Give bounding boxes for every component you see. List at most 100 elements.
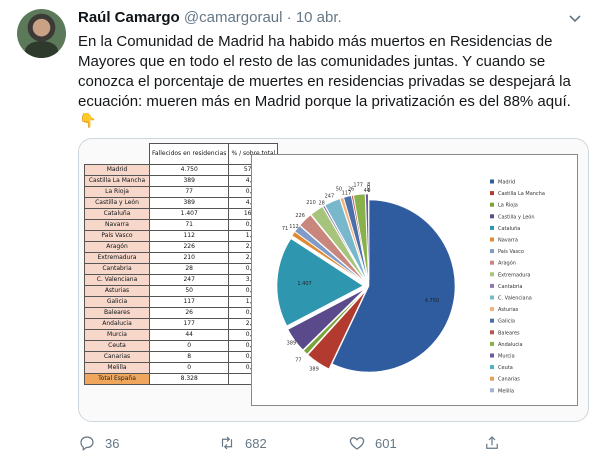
tweet-text-line: Mayores que en todo el resto de las comu… <box>78 53 546 70</box>
pie-data-label: 210 <box>306 200 316 206</box>
table-header-count: Fallecidos en residencias <box>148 143 230 165</box>
region-cell: Andalucia <box>84 318 150 330</box>
tweet-image[interactable]: Fallecidos en residencias % / sobre tota… <box>78 138 589 422</box>
table-total-row: Total España 8.328 <box>84 373 279 385</box>
legend-swatch <box>490 353 494 358</box>
count-cell: 117 <box>148 296 230 308</box>
tweet-text-line: conozca el porcentaje de muertes en resi… <box>78 73 571 90</box>
count-cell: 4.750 <box>148 164 230 176</box>
table-row: Asturias500,6% <box>84 285 279 297</box>
pie-data-label: 26 <box>348 187 354 193</box>
retweet-count: 682 <box>245 435 267 451</box>
pie-data-label: 71 <box>282 226 288 232</box>
region-cell: Melilla <box>84 362 150 374</box>
pie-slice <box>287 289 365 351</box>
legend-label: Madrid <box>498 180 515 186</box>
table-row: Andalucia1772,1% <box>84 318 279 330</box>
table-row: Galicia1171,4% <box>84 296 279 308</box>
count-cell: 389 <box>148 175 230 187</box>
legend-label: Andalucia <box>498 342 523 348</box>
pie-slice <box>339 197 368 281</box>
region-cell: Aragón <box>84 241 150 253</box>
legend-label: C. Valenciana <box>498 296 532 302</box>
table-row: Navarra710,9% <box>84 219 279 231</box>
legend-swatch <box>490 376 494 381</box>
region-cell: La Rioja <box>84 186 150 198</box>
tweet-text-line: En la Comunidad de Madrid ha habido más … <box>78 33 553 50</box>
pie-slice <box>331 199 456 373</box>
author-avatar[interactable] <box>17 9 66 58</box>
pie-data-label: 8 <box>367 182 370 188</box>
retweet-button[interactable]: 682 <box>218 434 267 452</box>
header-separator: · <box>286 9 292 26</box>
author-name[interactable]: Raúl Camargo <box>78 9 180 26</box>
count-cell: 112 <box>148 230 230 242</box>
table-row: Castilla y León3894,7% <box>84 197 279 209</box>
share-button[interactable] <box>483 434 501 452</box>
pie-data-label: 77 <box>295 358 301 364</box>
legend-label: Melilla <box>498 388 514 394</box>
legend-swatch <box>490 341 494 346</box>
pie-slice <box>322 205 367 281</box>
tweet-date[interactable]: 10 abr. <box>295 9 342 26</box>
legend-swatch <box>490 330 494 335</box>
share-icon <box>486 436 498 449</box>
legend-swatch <box>490 307 494 312</box>
count-cell: 44 <box>148 329 230 341</box>
legend-swatch <box>490 191 494 196</box>
legend-swatch <box>490 225 494 230</box>
legend-swatch <box>490 272 494 277</box>
reply-button[interactable]: 36 <box>78 434 119 452</box>
pie-slice <box>294 225 365 283</box>
count-cell: 77 <box>148 186 230 198</box>
pie-chart: 4.750 389 77 389 1.407 71 112 226 210 28 247 50 117 2… <box>251 154 578 406</box>
region-cell: Castilla La Mancha <box>84 175 150 187</box>
count-cell: 389 <box>148 197 230 209</box>
count-cell: 1.407 <box>148 208 230 220</box>
legend-swatch <box>490 260 494 265</box>
pie-data-label: 0 <box>367 188 370 194</box>
pie-chart-svg: 4.750 389 77 389 1.407 71 112 226 210 28247501172… <box>276 179 545 394</box>
like-button[interactable]: 601 <box>348 434 397 452</box>
pie-slice <box>307 290 366 370</box>
legend-label: Castilla La Mancha <box>498 191 545 197</box>
legend-label: Baleares <box>498 330 520 336</box>
legend-label: Aragón <box>498 260 516 267</box>
legend-label: Galicia <box>498 319 515 325</box>
table-row: Cantabria280,3% <box>84 263 279 275</box>
pie-slice <box>353 193 369 281</box>
pie-slice <box>310 206 366 282</box>
pie-data-label: 389 <box>287 341 297 347</box>
chevron-down-icon[interactable] <box>567 10 583 26</box>
table-row: Extremadura2102,5% <box>84 252 279 264</box>
legend-swatch <box>490 388 494 393</box>
pie-data-label: 112 <box>289 224 299 230</box>
region-cell: Murcia <box>84 329 150 341</box>
pie-slice <box>276 238 364 327</box>
count-cell: 0 <box>148 340 230 352</box>
legend-label: Cataluña <box>498 226 520 232</box>
legend-swatch <box>490 283 494 288</box>
count-cell: 226 <box>148 241 230 253</box>
table-row: Castilla La Mancha3894,7% <box>84 175 279 187</box>
reply-count: 36 <box>105 435 120 451</box>
table-row: Aragón2262,7% <box>84 241 279 253</box>
table-row: Murcia440,5% <box>84 329 279 341</box>
region-cell: Canarias <box>84 351 150 363</box>
region-cell: Cantabria <box>84 263 150 275</box>
retweet-icon <box>221 436 233 450</box>
legend-label: Navarra <box>498 238 518 244</box>
reply-icon <box>80 436 94 451</box>
pie-slice <box>351 195 369 281</box>
table-row: C. Valenciana2473,0% <box>84 274 279 286</box>
legend-swatch <box>490 365 494 370</box>
legend-label: La Rioja <box>498 203 518 209</box>
legend-label: Cantabria <box>498 284 522 290</box>
pie-slice <box>291 231 365 283</box>
author-handle[interactable]: @camargoraul <box>183 9 283 26</box>
region-cell: Cataluña <box>84 208 150 220</box>
total-region-cell: Total España <box>84 373 150 385</box>
tweet-header: Raúl Camargo @camargoraul · 10 abr. <box>78 9 342 29</box>
pie-data-label: 389 <box>309 366 319 372</box>
